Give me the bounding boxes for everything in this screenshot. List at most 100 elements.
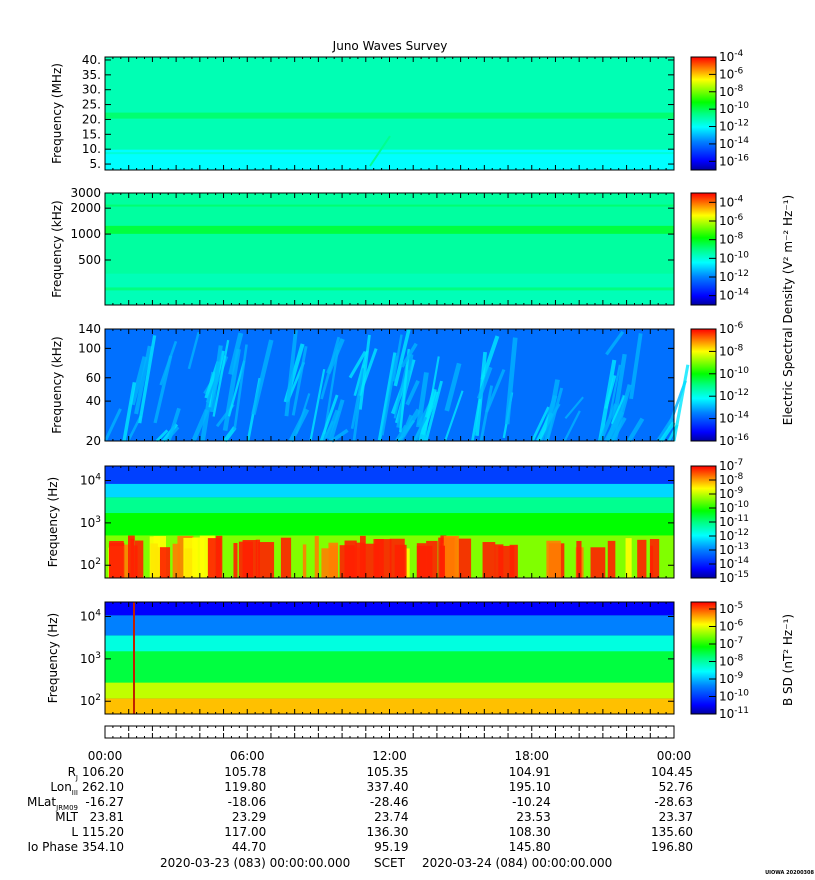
ephemeris-value: 23.29 [232, 810, 266, 824]
colorbar-tick-label: 10-16 [719, 153, 749, 168]
ephemeris-value: 337.40 [367, 780, 409, 794]
ephemeris-value: 195.10 [509, 780, 551, 794]
y-axis-label: Frequency (Hz) [46, 477, 60, 568]
spectrogram-image [105, 602, 674, 714]
ephemeris-value: -28.46 [370, 795, 409, 809]
y-tick-label: 103 [80, 651, 101, 666]
x-tick-label: 12:00 [372, 749, 407, 763]
y-tick-label: 5. [90, 157, 101, 171]
colorbar-tick-label: 10-16 [719, 433, 749, 448]
colorbar-frame [690, 56, 717, 171]
y-tick-label: 103 [80, 515, 101, 530]
x-tick-label: 18:00 [514, 749, 549, 763]
colorbar-tick-label: 10-10 [719, 101, 749, 116]
scet-label: SCET [374, 856, 406, 870]
y-tick-label: 1000 [70, 227, 101, 241]
y-tick-label: 20. [82, 112, 101, 126]
chart-title: Juno Waves Survey [332, 39, 448, 53]
ephemeris-value: 108.30 [509, 825, 551, 839]
spectrogram-image [104, 328, 690, 443]
colorbar-tick-label: 10-11 [719, 514, 749, 529]
colorbar-tick-label: 10-15 [719, 570, 749, 585]
ephemeris-row-label: Io Phase [27, 840, 78, 854]
colorbar-frame [690, 328, 717, 442]
ephemeris-value: 23.74 [374, 810, 408, 824]
scet-end: 2020-03-24 (084) 00:00:00.000 [422, 856, 612, 870]
colorbar-tick-label: 10-13 [719, 542, 749, 557]
ephemeris-row-label: L [71, 825, 78, 839]
ephemeris-value: 23.81 [90, 810, 124, 824]
x-tick-label: 00:00 [88, 749, 123, 763]
colorbar-gradient [691, 57, 716, 170]
y-tick-label: 104 [80, 609, 101, 624]
ephemeris-value: 95.19 [374, 840, 408, 854]
y-tick-label: 40 [86, 394, 101, 408]
spectrogram-image [105, 57, 674, 170]
colorbars: 10-4 10-6 10-8 10-10 10-12 10-14 10-16 10-4 10-6… [690, 49, 749, 721]
ephemeris-value: 145.80 [509, 840, 551, 854]
panel-p3: 140 100 60 40 20 Frequency (kHz) [50, 322, 690, 448]
colorbar-tick-label: 10-8 [719, 654, 744, 669]
x-tick-label: 00:00 [657, 749, 692, 763]
scet-start: 2020-03-23 (083) 00:00:00.000 [160, 856, 350, 870]
y-tick-label: 20 [86, 434, 101, 448]
colorbar-tick-label: 10-9 [719, 671, 744, 686]
y-tick-label: 100 [78, 341, 101, 355]
y-tick-label: 10. [82, 142, 101, 156]
colorbar-tick-label: 10-12 [719, 269, 749, 284]
colorbar-tick-label: 10-14 [719, 556, 749, 571]
colorbar-tick-label: 10-10 [719, 689, 749, 704]
ephemeris-value: 104.45 [651, 765, 693, 779]
y-tick-label: 35. [82, 68, 101, 82]
colorbar-tick-label: 10-6 [719, 321, 744, 336]
colorbar-tick-label: 10-14 [719, 136, 749, 151]
ephemeris-value: 354.10 [82, 840, 124, 854]
ephemeris-value: -10.24 [512, 795, 551, 809]
colorbar-tick-label: 10-12 [719, 119, 749, 134]
y-axis-label: Frequency (kHz) [50, 200, 64, 297]
ephemeris-value: 23.53 [516, 810, 550, 824]
ephemeris-value: 196.80 [651, 840, 693, 854]
e-colorbar-label: Electric Spectral Density (V² m⁻² Hz⁻¹) [781, 195, 795, 425]
time-axis: 00:00 06:00 12:00 18:00 00:00 [88, 725, 692, 763]
ephemeris-value: 136.30 [367, 825, 409, 839]
colorbar-tick-label: 10-5 [719, 601, 743, 616]
b-colorbar-label: B SD (nT² Hz⁻¹) [781, 614, 795, 706]
ephemeris-value: -28.63 [654, 795, 693, 809]
y-tick-label: 140 [78, 322, 101, 336]
colorbar-p5: 10-5 10-6 10-7 10-8 10-9 10-10 10-11 [690, 601, 749, 721]
y-tick-label: 102 [80, 693, 101, 708]
colorbar-tick-label: 10-4 [719, 194, 744, 209]
ephemeris-row-label: MLT [55, 810, 78, 824]
ephemeris-value: -18.06 [228, 795, 267, 809]
x-tick-label: 06:00 [230, 749, 265, 763]
colorbar-tick-label: 10-14 [719, 411, 749, 426]
colorbar-tick-label: 10-6 [719, 213, 744, 228]
ephemeris-value: 119.80 [224, 780, 266, 794]
y-tick-label: 25. [82, 98, 101, 112]
y-axis-label: Frequency (kHz) [50, 336, 64, 433]
ephemeris-row-label: RJ [68, 765, 78, 782]
ephemeris-value: 44.70 [232, 840, 266, 854]
colorbar-tick-label: 10-7 [719, 636, 743, 651]
spectrogram-panels: 40.35.30.25.20.15.10.5. Frequency (MHz) 30… [46, 53, 690, 715]
spectrogram-image [105, 466, 674, 578]
y-tick-label: 15. [82, 127, 101, 141]
colorbar-tick-label: 10-9 [719, 486, 744, 501]
colorbar-gradient [691, 329, 716, 441]
y-axis-label: Frequency (Hz) [46, 613, 60, 704]
colorbar-tick-label: 10-11 [719, 706, 749, 721]
y-tick-label: 102 [80, 557, 101, 572]
colorbar-tick-label: 10-8 [719, 472, 744, 487]
colorbar-p4: 10-710-810-910-1010-1110-1210-1310-1410-… [690, 458, 749, 585]
panel-p5: 104 103 102 Frequency (Hz) [46, 601, 675, 715]
ephemeris-value: 23.37 [659, 810, 693, 824]
colorbar-tick-label: 10-10 [719, 366, 749, 381]
panel-p4: 104 103 102 Frequency (Hz) [46, 465, 675, 579]
colorbar-tick-label: 10-8 [719, 343, 744, 358]
y-tick-label: 2000 [70, 201, 101, 215]
colorbar-p3: 10-6 10-8 10-10 10-12 10-14 10-16 [690, 321, 749, 448]
colorbar-gradient [691, 602, 716, 714]
